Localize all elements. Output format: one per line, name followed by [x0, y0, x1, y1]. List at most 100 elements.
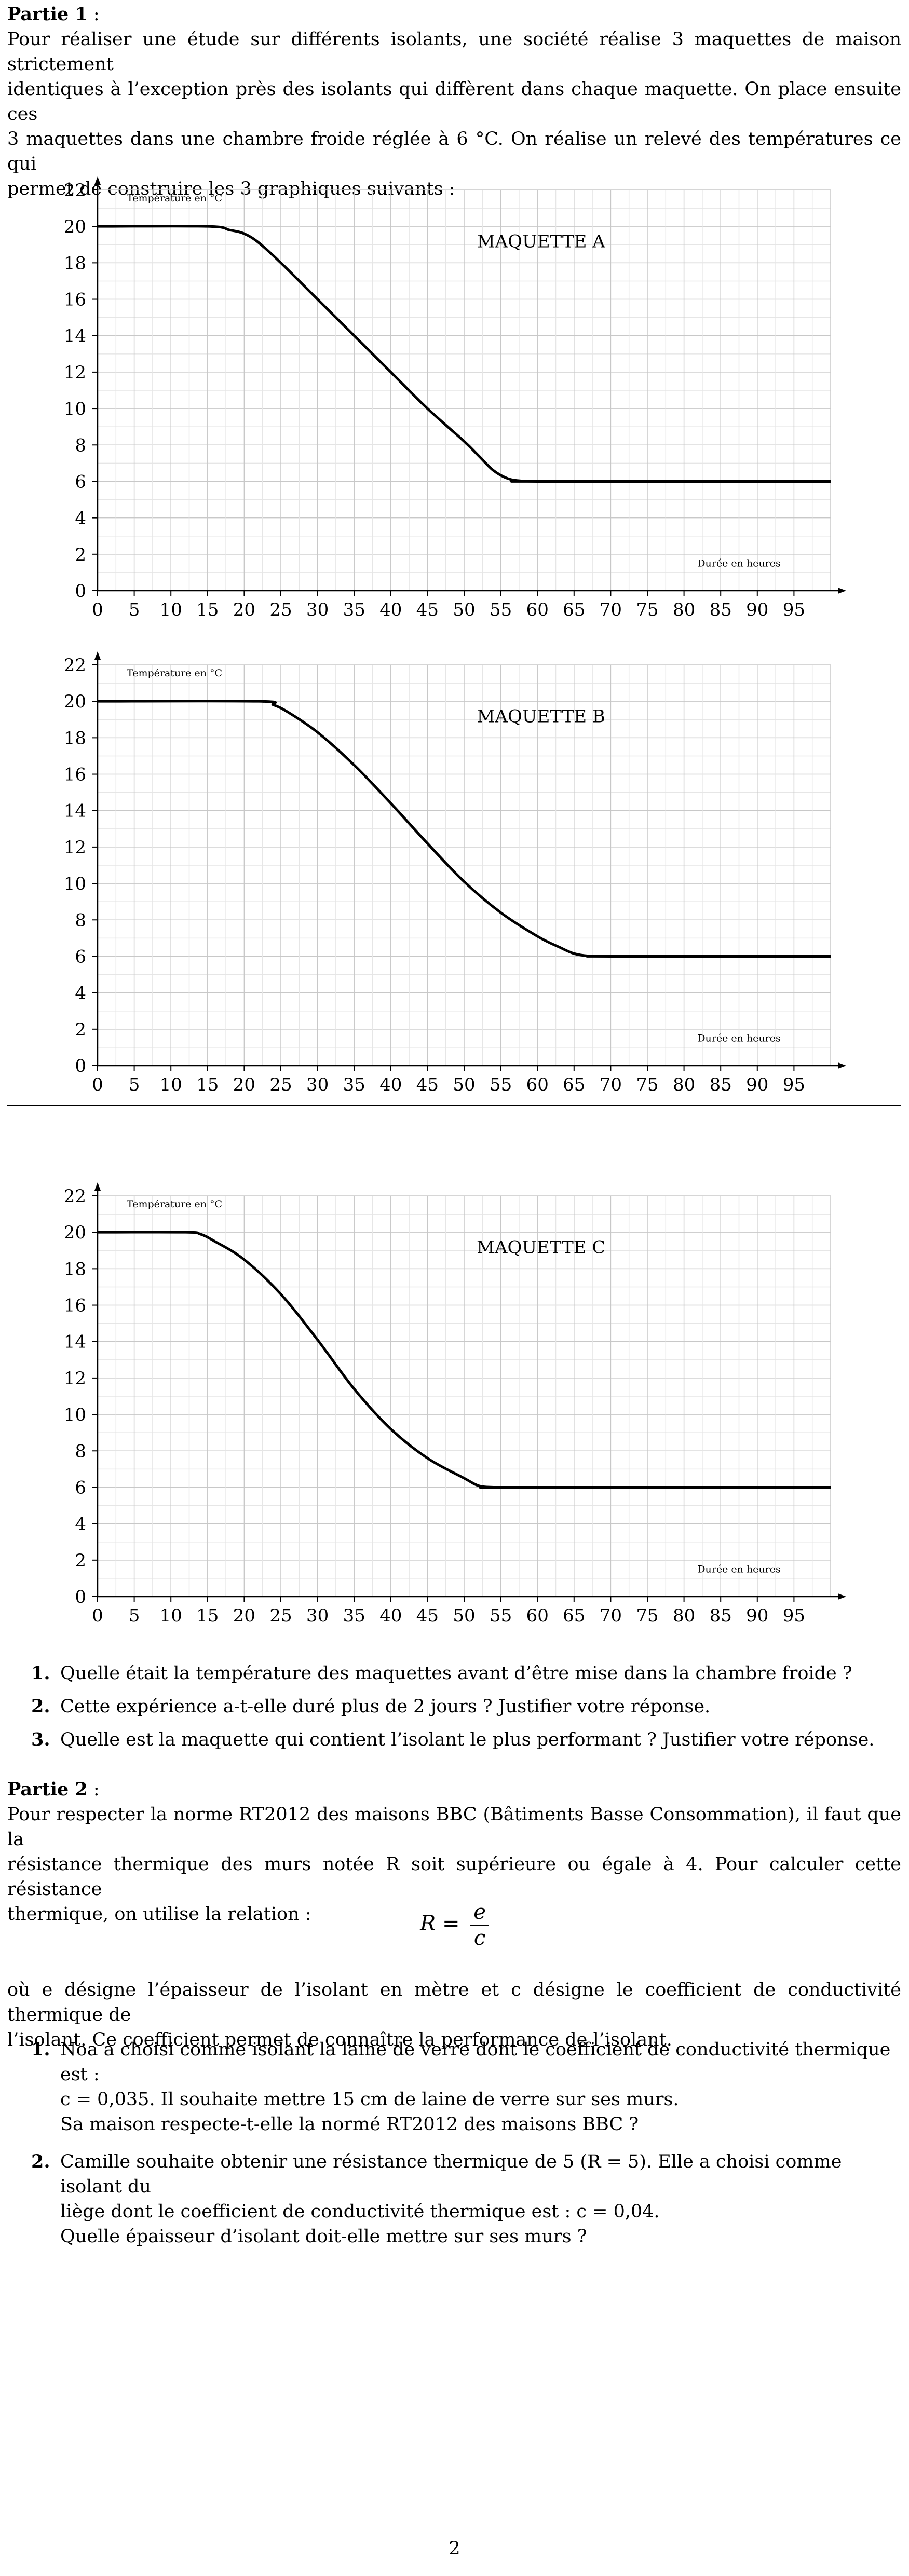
y-tick-label: 8 — [75, 910, 86, 931]
partie1-title: Partie 1 — [7, 4, 88, 25]
partie1-intro-line: 3 maquettes dans une chambre froide régl… — [7, 129, 901, 174]
x-tick-label: 85 — [710, 1605, 732, 1624]
temperature-curve — [97, 1231, 831, 1489]
x-tick-label: 0 — [92, 1074, 103, 1093]
temperature-curve — [97, 225, 831, 483]
x-tick-label: 95 — [783, 599, 805, 618]
x-tick-label: 30 — [306, 1605, 329, 1624]
partie1-title-suffix: : — [87, 4, 100, 25]
x-tick-label: 70 — [600, 599, 622, 618]
x-tick-label: 5 — [129, 599, 140, 618]
resistance-formula: R = e c — [0, 1900, 909, 1951]
x-tick-label: 15 — [196, 599, 219, 618]
x-tick-label: 55 — [490, 1074, 512, 1093]
partie1-intro-line: permet de construire les 3 graphiques su… — [7, 179, 455, 199]
x-tick-label: 70 — [600, 1074, 622, 1093]
chart-maquette-c: 0 2 4 6 8 10 12 14 16 18 20 22 0 5 10 15 20 25 30 35 40 45 50 5… — [0, 1172, 909, 1626]
x-tick-label: 40 — [379, 1074, 402, 1093]
question-number: 2. — [31, 2151, 50, 2172]
y-tick-label: 2 — [75, 1019, 86, 1040]
x-tick-label: 30 — [306, 599, 329, 618]
y-tick-label: 4 — [75, 1514, 86, 1535]
x-tick-label: 80 — [673, 1605, 695, 1624]
x-tick-label: 55 — [490, 1605, 512, 1624]
partie1-intro: Pour réaliser une étude sur différents i… — [7, 27, 901, 201]
partie2-intro-line: Pour respecter la norme RT2012 des maiso… — [7, 1804, 901, 1850]
x-axis-label: Durée en heures — [697, 557, 780, 569]
y-tick-label: 20 — [64, 216, 86, 237]
chart-maquette-a-svg: 0 2 4 6 8 10 12 14 16 18 20 22 0 5 10 15 20 25 30 35 40 45 50 5… — [64, 176, 846, 620]
formula-fraction: e c — [470, 1900, 489, 1951]
x-tick-label: 45 — [416, 599, 439, 618]
y-tick-label: 8 — [75, 1441, 86, 1462]
question-text: Cette expérience a-t-elle duré plus de 2… — [60, 1696, 711, 1717]
question-number: 2. — [31, 1696, 50, 1717]
x-tick-label: 50 — [453, 599, 475, 618]
x-tick-label: 90 — [746, 599, 768, 618]
question-line: liège dont le coefficient de conductivit… — [60, 2201, 660, 2222]
y-tick-label: 10 — [64, 874, 86, 894]
question-number: 1. — [31, 1662, 50, 1684]
y-axis-arrow — [94, 1182, 101, 1191]
temperature-curve — [97, 700, 831, 958]
x-tick-label: 0 — [92, 599, 103, 618]
question-item: 2. Camille souhaite obtenir une résistan… — [31, 2149, 901, 2249]
x-tick-label: 20 — [233, 1605, 255, 1624]
x-tick-label: 40 — [379, 599, 402, 618]
y-tick-label: 6 — [75, 1477, 86, 1498]
x-tick-label: 70 — [600, 1605, 622, 1624]
y-tick-label: 6 — [75, 946, 86, 967]
x-tick-label: 30 — [306, 1074, 329, 1093]
grid-lines — [97, 189, 831, 591]
y-tick-label: 14 — [64, 326, 86, 347]
x-tick-label: 85 — [710, 599, 732, 618]
question-line: Sa maison respecte-t-elle la normé RT201… — [60, 2114, 639, 2135]
y-tick-label: 2 — [75, 1550, 86, 1571]
x-tick-label: 55 — [490, 599, 512, 618]
chart-title: MAQUETTE C — [477, 1237, 605, 1258]
question-item: 1. Quelle était la température des maque… — [31, 1661, 901, 1686]
y-tick-label: 14 — [64, 801, 86, 822]
y-tick-label: 12 — [64, 1368, 86, 1389]
x-tick-label: 80 — [673, 1074, 695, 1093]
y-tick-label: 14 — [64, 1332, 86, 1353]
partie2-title-suffix: : — [87, 1779, 100, 1800]
y-tick-label: 16 — [64, 290, 86, 310]
y-axis-arrow — [94, 176, 101, 185]
x-tick-label: 50 — [453, 1074, 475, 1093]
x-tick-label: 10 — [160, 1074, 182, 1093]
x-tick-label: 25 — [269, 599, 292, 618]
x-tick-label: 60 — [526, 1074, 549, 1093]
y-tick-label: 22 — [64, 180, 86, 201]
y-tick-label: 10 — [64, 399, 86, 419]
x-tick-label: 35 — [343, 1074, 365, 1093]
question-number: 1. — [31, 2039, 50, 2060]
chart-maquette-c-svg: 0 2 4 6 8 10 12 14 16 18 20 22 0 5 10 15 20 25 30 35 40 45 50 5… — [64, 1182, 846, 1626]
x-tick-label: 50 — [453, 1605, 475, 1624]
x-axis-arrow — [838, 1062, 846, 1069]
x-tick-label: 5 — [129, 1074, 140, 1093]
x-tick-label: 40 — [379, 1605, 402, 1624]
x-tick-label: 85 — [710, 1074, 732, 1093]
y-tick-label: 16 — [64, 1296, 86, 1316]
x-tick-label: 15 — [196, 1074, 219, 1093]
y-tick-label: 18 — [64, 253, 86, 274]
y-axis-label: Température en °C — [127, 193, 222, 204]
y-tick-label: 18 — [64, 728, 86, 748]
partie2-questions: 1. Noa a choisi comme isolant la laine d… — [31, 2037, 901, 2249]
partie1-intro-line: Pour réaliser une étude sur différents i… — [7, 29, 901, 75]
y-tick-label: 0 — [75, 1056, 86, 1076]
x-tick-label: 75 — [636, 1074, 658, 1093]
partie2-explanation-line: l’isolant. Ce coefficient permet de conn… — [7, 2029, 672, 2050]
x-tick-label: 60 — [526, 599, 549, 618]
x-tick-label: 5 — [129, 1605, 140, 1624]
y-tick-label: 22 — [64, 1186, 86, 1207]
partie1-intro-line: identiques à l’exception près des isolan… — [7, 79, 901, 125]
y-tick-label: 20 — [64, 1222, 86, 1243]
y-tick-label: 6 — [75, 471, 86, 492]
question-item: 1. Noa a choisi comme isolant la laine d… — [31, 2037, 901, 2137]
grid-lines — [97, 664, 831, 1066]
partie1-questions: 1. Quelle était la température des maque… — [31, 1661, 901, 1752]
x-tick-label: 20 — [233, 599, 255, 618]
x-tick-label: 0 — [92, 1605, 103, 1624]
